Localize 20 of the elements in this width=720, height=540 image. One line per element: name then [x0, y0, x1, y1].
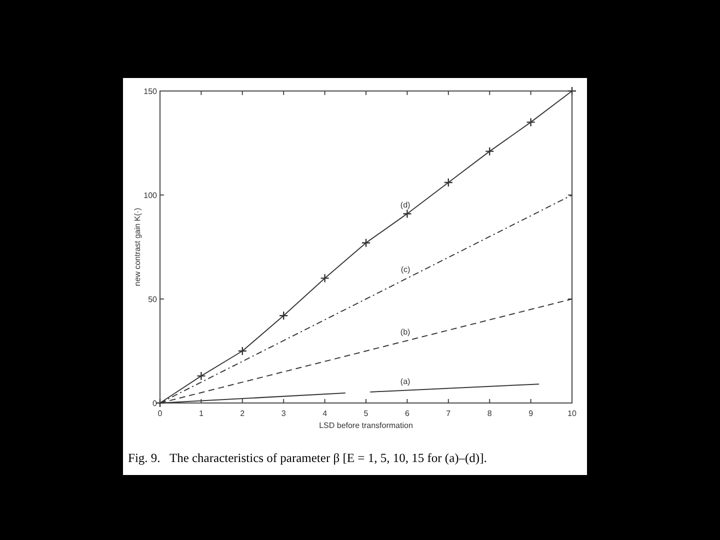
x-tick-label: 6 [404, 409, 410, 418]
y-tick-label: 150 [144, 87, 158, 96]
x-tick-label: 1 [198, 409, 204, 418]
x-tick-label: 8 [487, 409, 492, 418]
x-tick-label: 5 [364, 409, 369, 418]
series-label: (d) [400, 200, 411, 210]
y-axis-title: new contrast gain K(·) [133, 208, 142, 286]
series-label: (c) [400, 265, 411, 274]
y-tick-label: 50 [148, 295, 158, 304]
x-tick-label: 4 [322, 409, 328, 418]
x-tick-label: 7 [446, 409, 452, 418]
series-label: (b) [400, 328, 411, 337]
x-tick-label: 2 [240, 409, 246, 418]
x-axis-title: LSD before transformation [319, 421, 413, 430]
series-label: (a) [400, 377, 411, 386]
x-tick-label: 3 [281, 409, 286, 418]
x-tick-label: 10 [568, 409, 577, 418]
x-tick-label: 9 [528, 409, 534, 418]
caption: Fig. 9. The characteristics of parameter β [E = 1, 5, 10, 15 for (a)–(d)]. [128, 451, 487, 465]
y-tick-label: 100 [144, 191, 158, 200]
